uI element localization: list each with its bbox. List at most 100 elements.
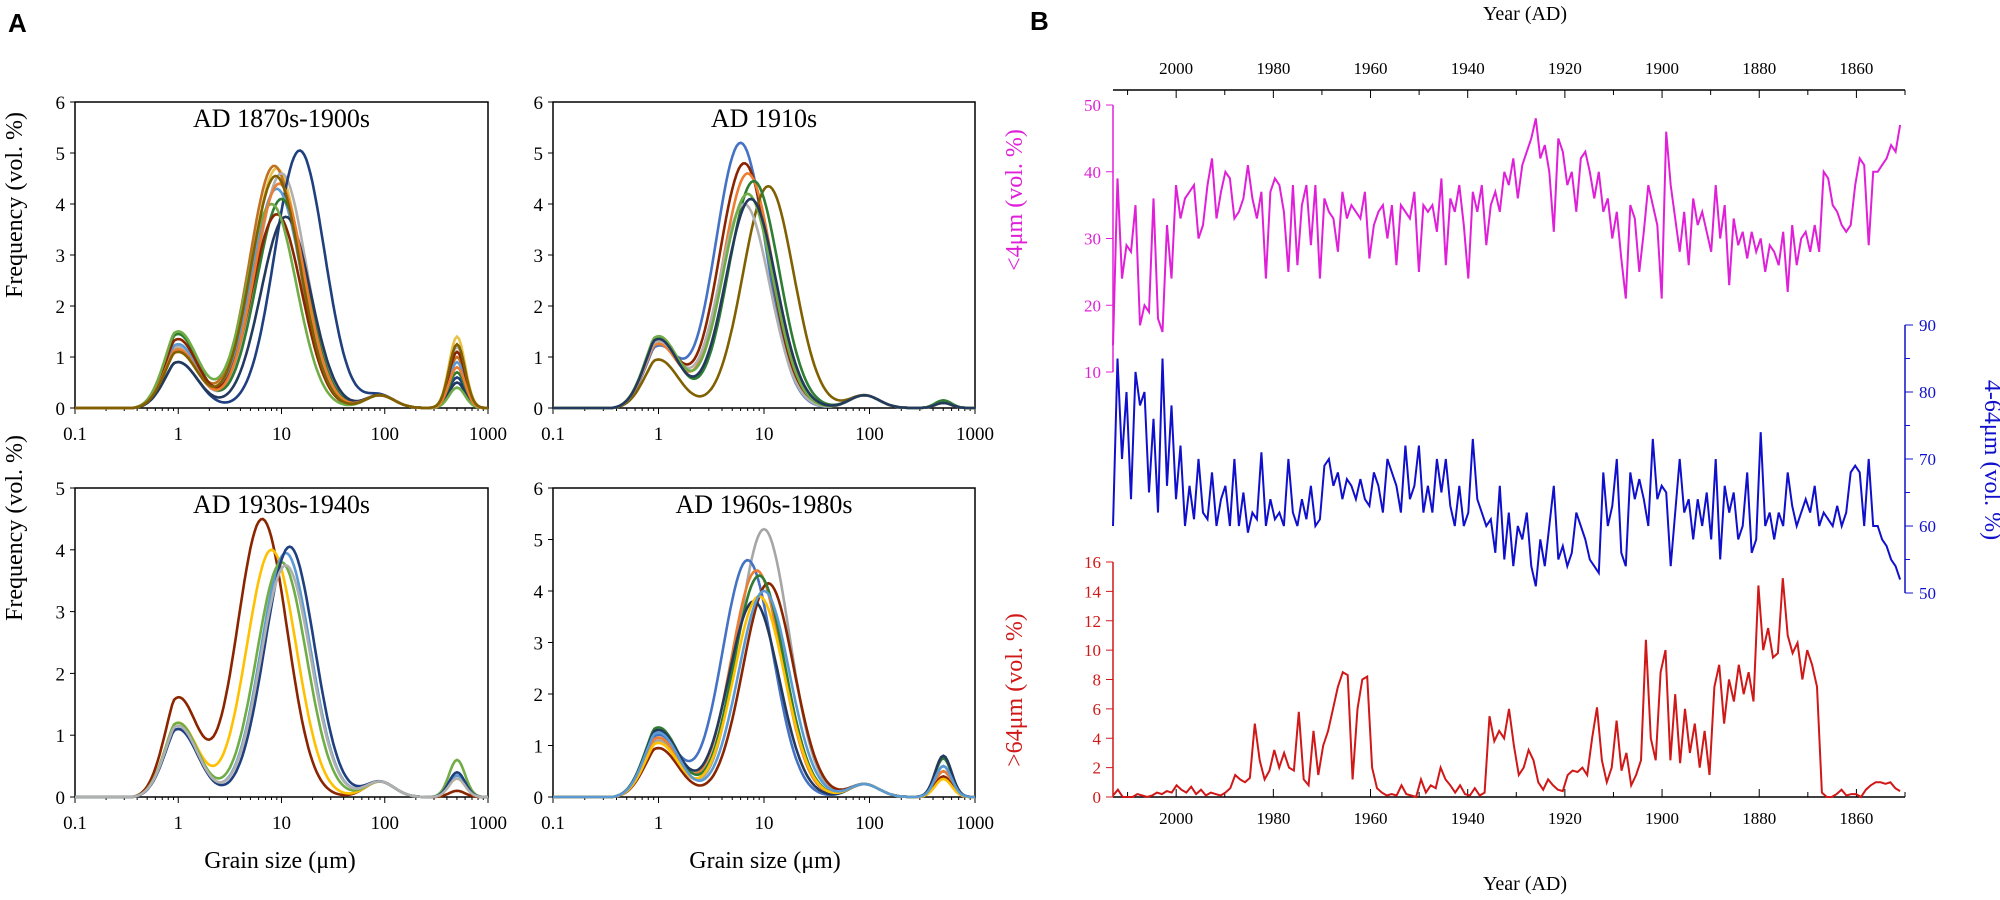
timeseries-chart: 2000 2000 1980 1980 1960 1960 1940 1940 1920 1920… [1084,59,1936,828]
gsd-series-line [75,212,488,410]
subplot-title: AD 1870s-1900s [193,104,370,133]
y-tick-label: 1 [56,726,66,747]
y-tick-label: 5 [534,531,544,552]
gsd-series-line [75,197,488,410]
coarse-y-tick-label: 4 [1093,729,1102,748]
plot-frame [74,101,489,409]
coarse-y-tick-label: 16 [1084,553,1101,572]
x-tick-label: 100 [371,424,400,445]
gsd-series-line [75,149,488,410]
fine-fraction-line [1112,118,1902,346]
gsd-series-line [553,197,975,410]
y-tick-label: 6 [534,479,544,500]
x-tick-label: 0.1 [63,813,87,834]
y-tick-label: 2 [534,297,544,318]
y-tick-label: 0 [534,788,544,809]
x-tick-label: 10 [272,424,291,445]
mid-y-tick-label: 80 [1919,383,1936,402]
y-tick-label: 4 [56,541,66,562]
panel-a-ylabel-bottom: Frequency (vol. %) [2,435,28,621]
x-tick-label: 0.1 [63,424,87,445]
mid-y-tick-label: 90 [1919,316,1936,335]
y-tick-label: 0 [56,788,66,809]
coarse-y-tick-label: 6 [1093,700,1102,719]
x-tick-label: 10 [755,813,774,834]
y-tick-label: 4 [534,195,544,216]
plot-frame [552,487,976,798]
mid-fraction-line [1112,358,1902,587]
y-tick-label: 3 [534,246,544,267]
fine-y-tick-label: 20 [1084,296,1101,315]
gsd-series-line [553,527,975,799]
bottom-year-label: 1960 [1354,809,1388,828]
bottom-year-label: 1980 [1256,809,1290,828]
y-tick-label: 6 [56,93,66,114]
x-tick-label: 1 [654,424,664,445]
fine-fraction-ylabel: <4μm (vol. %) [1002,129,1028,271]
gsd-series-line [75,164,488,410]
panel-label-a: A [8,8,27,38]
panel-a-ylabel-top: Frequency (vol. %) [2,112,28,298]
y-tick-label: 1 [534,737,544,758]
y-tick-label: 5 [56,479,66,500]
coarse-y-tick-label: 8 [1093,671,1102,690]
y-tick-label: 1 [534,348,544,369]
top-year-label: 1880 [1742,59,1776,78]
gsd-series-line [553,172,975,410]
x-tick-label: 0.1 [541,424,565,445]
mid-fraction-ylabel: 4-64μm (vol. %) [1979,380,2000,540]
x-tick-label: 0.1 [541,813,565,834]
x-tick-label: 10 [272,813,291,834]
x-tick-label: 100 [371,813,400,834]
gsd-series-line [75,215,488,410]
fine-y-tick-label: 40 [1084,163,1101,182]
fine-y-tick-label: 30 [1084,230,1101,249]
y-tick-label: 0 [534,399,544,420]
coarse-y-tick-label: 12 [1084,612,1101,631]
gsd-series-line [553,589,975,799]
gsd-chart-1930s-1940s: 0 1 2 3 4 5 0.1 1 10 100 1000 AD 1930s-1940s [56,479,508,834]
gsd-chart-1870s-1900s: 0 1 2 3 4 5 6 0.1 1 10 100 1000 AD 1870s-1900s [56,93,508,445]
mid-y-tick-label: 70 [1919,450,1936,469]
y-tick-label: 4 [56,195,66,216]
panel-b-xlabel-bottom: Year (AD) [1483,873,1567,895]
gsd-series-line [75,202,488,410]
fine-y-tick-label: 50 [1084,96,1101,115]
coarse-y-tick-label: 0 [1093,788,1102,807]
x-tick-label: 100 [855,424,884,445]
bottom-year-label: 1880 [1742,809,1776,828]
coarse-fraction-line [1112,578,1901,799]
gsd-series-line [553,141,975,410]
y-tick-label: 2 [534,685,544,706]
y-tick-label: 3 [56,603,66,624]
fine-y-tick-label: 10 [1084,363,1101,382]
gsd-chart-1910s: 0 1 2 3 4 5 6 0.1 1 10 100 1000 AD 1910s [534,93,995,445]
x-tick-label: 1 [654,813,664,834]
x-tick-label: 100 [855,813,884,834]
panel-b-xlabel-top: Year (AD) [1483,3,1567,25]
plot-frame [74,487,489,798]
top-year-label: 1940 [1451,59,1485,78]
y-tick-label: 2 [56,664,66,685]
mid-y-tick-label: 50 [1919,584,1936,603]
x-tick-label: 1000 [469,813,507,834]
y-tick-label: 5 [534,144,544,165]
bottom-year-label: 1860 [1839,809,1873,828]
gsd-series-line [553,599,975,799]
y-tick-label: 6 [534,93,544,114]
coarse-fraction-ylabel: >64μm (vol. %) [1002,613,1028,767]
y-tick-label: 0 [56,399,66,420]
top-year-label: 1900 [1645,59,1679,78]
subplot-title: AD 1960s-1980s [676,490,853,519]
panel-a-xlabel-left: Grain size (μm) [204,848,355,874]
x-tick-label: 1000 [956,813,994,834]
gsd-chart-1960s-1980s: 0 1 2 3 4 5 6 0.1 1 10 100 1000 AD 1960s-1980s [534,479,995,834]
y-tick-label: 2 [56,297,66,318]
x-tick-label: 1 [174,813,184,834]
top-year-label: 1980 [1256,59,1290,78]
bottom-year-label: 1940 [1451,809,1485,828]
mid-y-tick-label: 60 [1919,517,1936,536]
panel-a-xlabel-right: Grain size (μm) [689,848,840,874]
x-tick-label: 1 [174,424,184,445]
